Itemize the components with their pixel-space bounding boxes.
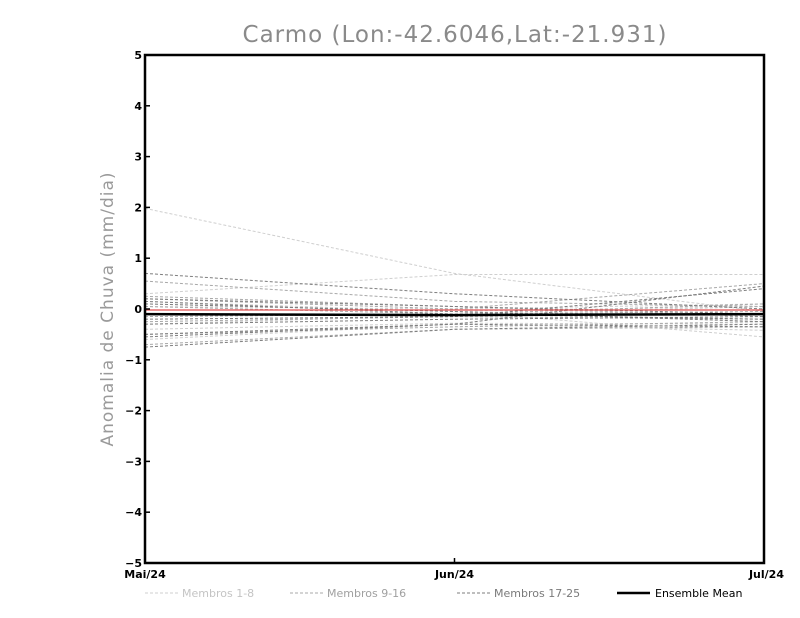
series-line-ensemble-mean [144,312,765,317]
y-tick-label: 4 [134,100,142,113]
legend: Membros 1-8 Membros 9-16 Membros 17-25 E… [145,587,742,600]
x-tick-label: Jul/24 [748,568,784,581]
y-tick-label: −2 [125,405,142,418]
y-axis: 5 4 3 2 1 0 −1 −2 −3 −4 −5 [125,49,150,570]
x-tick-label: Jun/24 [434,568,474,581]
y-tick-label: 5 [134,49,142,62]
chart-title: Carmo (Lon:-42.6046,Lat:-21.931) [243,22,668,48]
series-line-membro-3 [144,306,765,325]
x-tick-label: Mai/24 [124,568,166,581]
series-line-membro-15 [144,303,765,318]
legend-label-membros-9-16: Membros 9-16 [327,587,406,600]
y-tick-label: −3 [125,455,142,468]
series-line-membro-23 [144,288,765,320]
series-line-membro-9 [144,280,765,307]
series-line-membro-22 [144,303,765,323]
series-line-membro-18 [144,285,765,335]
y-axis-label: Anomalia de Chuva (mm/dia) [98,171,118,446]
y-tick-label: −5 [125,557,142,570]
series-line-membro-6 [144,300,765,313]
series-line-membro-14 [144,326,765,346]
series-line-membro-1 [144,207,765,312]
legend-label-membros-1-8: Membros 1-8 [182,587,254,600]
series-line-membro-25 [144,300,765,320]
series-line-membro-19 [144,298,765,315]
series-line-membro-8 [144,303,765,310]
y-tick-label: 0 [134,303,142,316]
series-line-membro-17 [144,272,765,310]
series-line-membro-2 [144,274,764,295]
series-line-membro-24 [144,323,765,338]
y-tick-label: −1 [125,354,142,367]
series-line-membro-11 [144,283,765,310]
series-line-membro-13 [144,306,765,315]
series-line-membro-5 [144,323,765,340]
series-line-membro-12 [144,321,765,335]
legend-label-ensemble-mean: Ensemble Mean [655,587,742,600]
series-layer [144,207,765,348]
y-tick-label: 3 [134,151,142,164]
x-axis: Mai/24 Jun/24 Jul/24 [124,558,784,581]
legend-label-membros-17-25: Membros 17-25 [494,587,580,600]
y-tick-label: −4 [125,506,142,519]
y-tick-label: 2 [134,201,142,214]
y-tick-label: 1 [134,252,142,265]
